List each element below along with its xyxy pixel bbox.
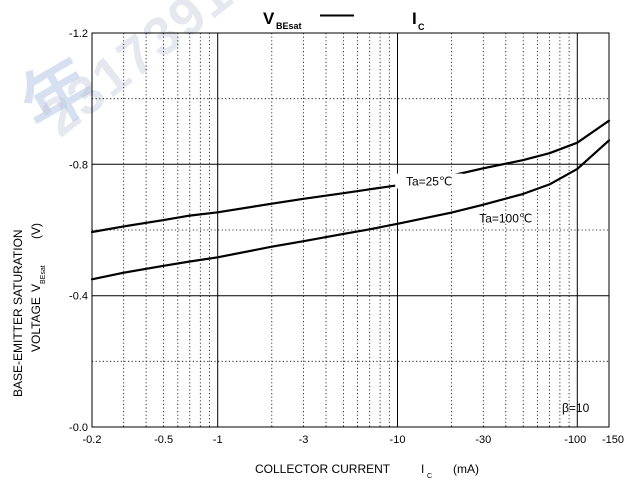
y-tick-label: -0.4 xyxy=(69,291,88,303)
x-tick-label: -0.2 xyxy=(83,434,102,446)
beta-condition-note: β=10 xyxy=(562,401,590,415)
x-tick-label: -0.5 xyxy=(154,434,173,446)
plot-frame xyxy=(91,32,610,428)
series-label-0: Ta=25℃ xyxy=(406,175,453,189)
x-tick-label: -30 xyxy=(475,434,491,446)
chart-title-main: V xyxy=(263,9,275,28)
y-tick-label: -1.2 xyxy=(69,28,88,40)
chart-title-second-sub: C xyxy=(418,22,425,32)
chart-title-second: I xyxy=(412,9,417,28)
grid-layer xyxy=(92,33,609,427)
tick-layer: Ta=25℃ Ta=100℃ -0.2 -0.5 -1 -3 -10 -30 -100 -150 -… xyxy=(69,28,624,446)
series-line-1 xyxy=(90,139,611,281)
y-axis-label-line2: VOLTAGE xyxy=(29,297,43,352)
x-tick-label: -150 xyxy=(602,434,624,446)
x-axis-symbol: I xyxy=(421,462,424,476)
y-axis-unit: (V) xyxy=(29,223,43,239)
y-axis-label-line1: BASE-EMITTER SATURATION xyxy=(11,229,25,397)
series-label-1: Ta=100℃ xyxy=(479,212,532,226)
chart-title-dash: — xyxy=(320,4,354,26)
series-label-bg xyxy=(395,173,464,189)
x-tick-label: -100 xyxy=(564,434,586,446)
y-axis-symbol: V xyxy=(29,284,43,292)
y-axis-symbol-sub: BEsat xyxy=(40,265,47,284)
series-layer xyxy=(90,119,611,281)
x-axis-symbol-sub: C xyxy=(427,473,432,480)
x-axis-unit: (mA) xyxy=(453,462,479,476)
chart-title-main-sub: BEsat xyxy=(276,21,302,31)
y-tick-label: -0.0 xyxy=(69,422,88,434)
x-tick-label: -10 xyxy=(390,434,406,446)
x-axis-label: COLLECTOR CURRENT xyxy=(255,462,391,476)
y-tick-label: -0.8 xyxy=(69,159,88,171)
x-tick-label: -1 xyxy=(213,434,223,446)
x-tick-label: -3 xyxy=(299,434,309,446)
series-line-0 xyxy=(90,119,611,234)
